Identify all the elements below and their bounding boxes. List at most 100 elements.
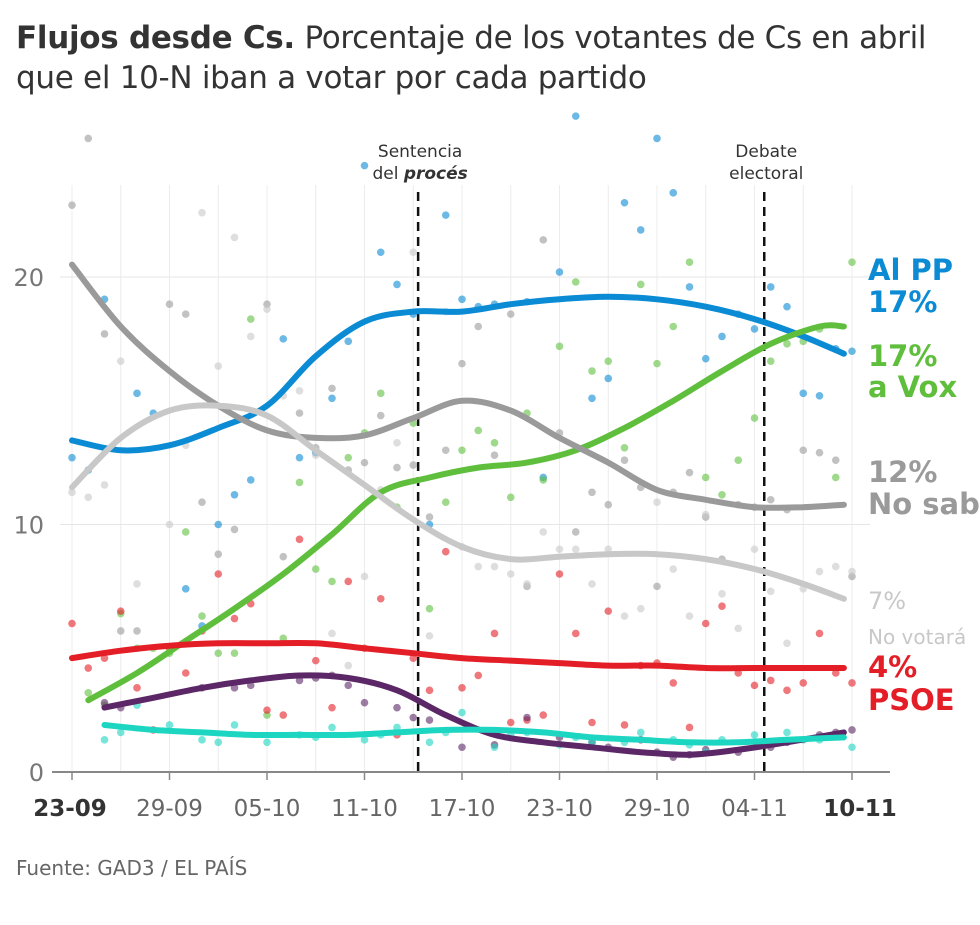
data-point (783, 639, 791, 648)
data-point (636, 280, 645, 289)
data-point (441, 547, 450, 556)
data-point (344, 681, 353, 690)
data-point (669, 565, 678, 573)
data-point (279, 711, 288, 719)
chart-title-rest: Porcentaje de los votantes de Cs en abri… (16, 20, 927, 96)
data-point (328, 629, 336, 638)
data-point (344, 453, 353, 462)
data-point (246, 315, 255, 323)
data-point (230, 649, 239, 657)
series-line (85, 322, 847, 704)
data-point (604, 500, 613, 509)
data-point (571, 278, 580, 286)
data-point (783, 302, 791, 311)
series-line (101, 722, 847, 746)
data-point (474, 426, 483, 435)
data-point (295, 409, 304, 417)
data-point (799, 389, 808, 398)
data-point (555, 342, 564, 351)
grid (60, 185, 870, 772)
data-point (718, 332, 726, 341)
data-point (620, 721, 629, 729)
series-label: 4% (868, 650, 917, 684)
data-point (506, 493, 515, 502)
data-point (458, 295, 466, 304)
data-point (409, 713, 418, 722)
data-point (214, 520, 223, 529)
data-point (279, 552, 288, 561)
data-point (588, 580, 596, 588)
data-point (571, 528, 580, 536)
chart-title-bold: Flujos desde Cs. (16, 20, 295, 56)
series-label: 17% (868, 339, 937, 373)
data-point (848, 743, 856, 752)
data-point (848, 679, 856, 687)
event-marker-label-italic: procés (403, 164, 468, 184)
data-point (68, 488, 76, 497)
data-point (604, 607, 613, 615)
data-point (198, 736, 206, 744)
data-point (376, 248, 385, 257)
series-line (101, 672, 847, 758)
data-point (328, 577, 336, 586)
event-marker-label: electoral (729, 164, 803, 184)
series-label: No sabe (868, 487, 980, 521)
series-label: 12% (868, 455, 937, 489)
y-tick-label: 0 (29, 759, 44, 787)
data-point (685, 258, 694, 266)
data-point (474, 671, 483, 680)
data-point (295, 387, 304, 395)
y-tick-label: 20 (13, 264, 44, 292)
data-point (409, 461, 418, 469)
data-point (116, 728, 125, 737)
data-point (295, 453, 304, 462)
data-point (848, 567, 856, 576)
data-point (133, 389, 141, 398)
data-point (214, 570, 223, 578)
data-point (214, 362, 223, 370)
data-point (360, 458, 369, 467)
data-point (68, 453, 76, 462)
data-point (685, 283, 694, 291)
data-point (588, 367, 596, 375)
data-point (571, 629, 580, 638)
data-point (523, 713, 531, 722)
data-point (230, 491, 239, 499)
data-point (831, 473, 840, 482)
data-point (360, 736, 369, 744)
trend-lines (69, 261, 847, 758)
data-point (328, 384, 336, 393)
data-point (328, 394, 336, 403)
x-tick-label: 29-10 (624, 796, 691, 822)
x-tick-label: 11-10 (331, 796, 398, 822)
data-point (116, 627, 125, 635)
data-point (458, 359, 466, 368)
data-point (393, 439, 401, 447)
source-note: Fuente: GAD3 / EL PAÍS (16, 856, 248, 880)
chart-title: Flujos desde Cs. Porcentaje de los votan… (16, 18, 966, 98)
data-point (376, 389, 385, 398)
data-point (555, 545, 564, 554)
data-point (100, 330, 109, 338)
data-point (831, 669, 840, 677)
data-point (425, 632, 434, 640)
data-point (425, 716, 434, 724)
event-marker-label-text: electoral (729, 164, 803, 184)
data-point (783, 728, 791, 737)
data-point (750, 681, 759, 690)
data-point (181, 310, 190, 318)
data-point (214, 550, 223, 558)
series-line (69, 293, 847, 454)
data-point (490, 743, 499, 752)
data-point (588, 394, 596, 403)
data-point (685, 612, 694, 620)
data-point (848, 726, 856, 734)
data-point (799, 679, 808, 687)
x-tick-label: 17-10 (429, 796, 496, 822)
data-point (328, 703, 336, 712)
data-point (328, 723, 336, 732)
data-point (425, 738, 434, 747)
data-point (669, 679, 678, 687)
data-point (718, 590, 726, 598)
event-marker-label-text: del (372, 164, 403, 184)
